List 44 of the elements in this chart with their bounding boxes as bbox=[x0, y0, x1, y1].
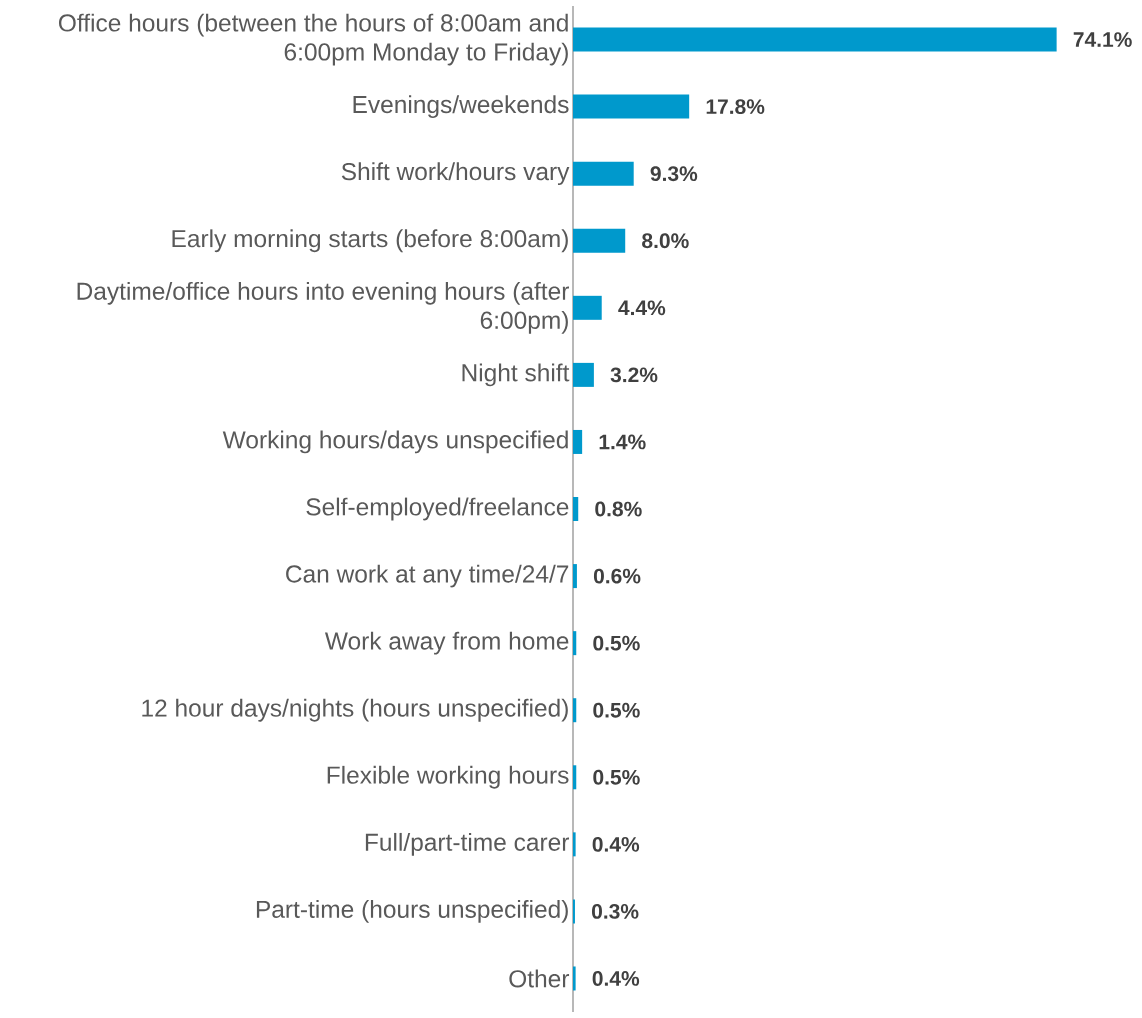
y-tick-label: Early morning starts (before 8:00am) bbox=[172, 229, 568, 253]
y-tick-label: Shift work/hours vary bbox=[341, 162, 570, 186]
data-label: 0.8% bbox=[595, 501, 642, 517]
y-tick-label: Flexible working hours bbox=[327, 765, 569, 789]
data-label: 8.0% bbox=[642, 233, 689, 249]
bar bbox=[573, 765, 577, 790]
y-tick-label: Part-time (hours unspecified) bbox=[256, 899, 568, 923]
y-tick-label: Other bbox=[509, 969, 570, 988]
y-tick-label: Night shift bbox=[462, 363, 570, 387]
y-tick-label: Work away from home bbox=[324, 631, 569, 655]
data-label: 0.5% bbox=[593, 702, 640, 718]
data-label: 1.4% bbox=[599, 434, 646, 450]
bar bbox=[573, 966, 576, 991]
bar bbox=[573, 94, 690, 119]
bar bbox=[573, 698, 577, 723]
y-tick-label: Can work at any time/24/7 bbox=[286, 564, 569, 588]
y-tick-label: Daytime/office hours into evening hours (after 6:00pm) bbox=[77, 281, 569, 334]
data-label: 0.3% bbox=[591, 903, 639, 919]
y-tick-label: Self-employed/freelance bbox=[306, 497, 569, 521]
data-label: 4.4% bbox=[618, 300, 666, 316]
y-tick-label: Office hours (between the hours of 8:00am and 6:00pm Monday to Friday) bbox=[58, 13, 568, 66]
bar bbox=[573, 497, 579, 522]
bar bbox=[573, 161, 634, 186]
y-tick-label: 12 hour days/nights (hours unspecified) bbox=[142, 698, 568, 722]
data-label: 3.2% bbox=[610, 367, 658, 383]
bar bbox=[573, 429, 583, 454]
data-label: 17.8% bbox=[706, 99, 765, 115]
data-label: 9.3% bbox=[650, 166, 698, 182]
y-tick-label: Working hours/days unspecified bbox=[222, 430, 568, 454]
bar bbox=[573, 832, 576, 857]
bar bbox=[573, 295, 602, 320]
data-label: 0.4% bbox=[592, 836, 640, 852]
data-label: 0.5% bbox=[593, 635, 640, 651]
bar bbox=[573, 228, 626, 253]
data-label: 0.5% bbox=[593, 769, 640, 785]
data-label: 0.6% bbox=[593, 568, 641, 584]
y-tick-label: Full/part-time carer bbox=[365, 832, 570, 856]
bar bbox=[573, 27, 1057, 52]
data-label: 0.4% bbox=[592, 971, 640, 986]
data-label: 74.1% bbox=[1073, 32, 1132, 47]
bar bbox=[573, 631, 577, 656]
bar bbox=[573, 362, 594, 387]
bar bbox=[573, 564, 577, 589]
y-tick-label: Evenings/weekends bbox=[353, 95, 569, 119]
